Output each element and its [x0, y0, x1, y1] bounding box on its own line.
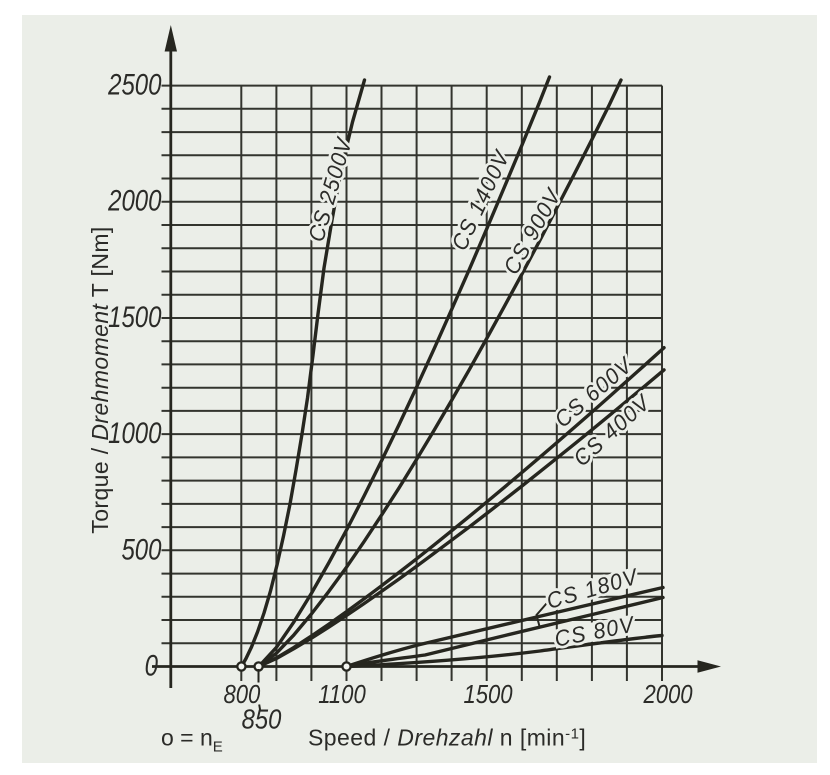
svg-text:1100: 1100	[318, 680, 366, 709]
svg-text:0: 0	[145, 648, 158, 682]
svg-text:1500: 1500	[463, 680, 513, 709]
svg-text:1000: 1000	[108, 415, 161, 449]
svg-text:2000: 2000	[643, 680, 694, 709]
svg-text:850: 850	[242, 703, 282, 735]
svg-text:800: 800	[223, 680, 260, 709]
svg-text:Speed / Drehzahl n [min-1]: Speed / Drehzahl n [min-1]	[308, 725, 586, 751]
svg-text:2500: 2500	[107, 67, 161, 101]
svg-text:2000: 2000	[107, 183, 161, 217]
svg-text:500: 500	[121, 532, 161, 566]
svg-text:o = nE: o = nE	[161, 725, 223, 756]
svg-text:Torque / Drehmoment T [Nm]: Torque / Drehmoment T [Nm]	[87, 226, 113, 533]
svg-text:1500: 1500	[108, 299, 161, 333]
